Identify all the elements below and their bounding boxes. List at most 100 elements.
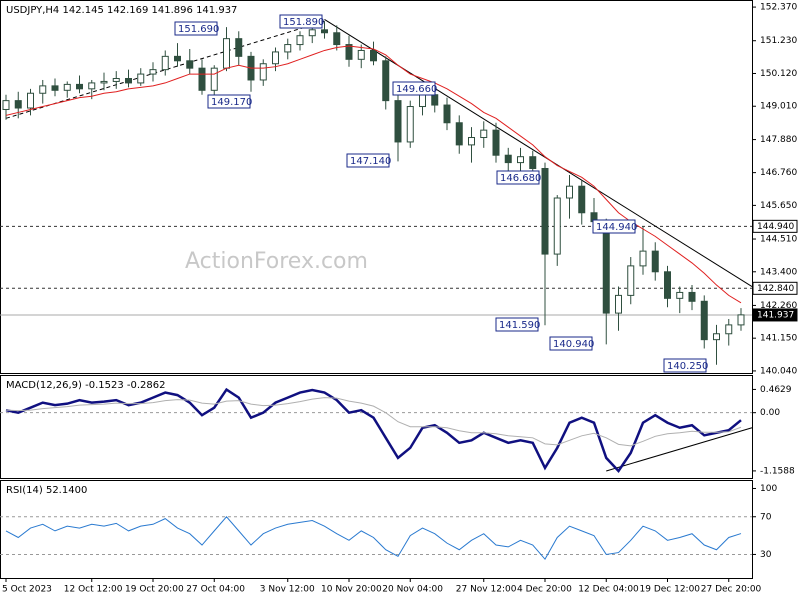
x-tick-label: 20 Nov 04:00 [382, 585, 443, 595]
x-tick-label: 19 Dec 12:00 [640, 585, 701, 595]
candle-body [553, 197, 561, 255]
x-tick-label: 10 Nov 20:00 [321, 585, 382, 595]
price-annotation-box [279, 14, 323, 29]
candle-body [725, 324, 733, 335]
candle-body [345, 44, 353, 60]
candle-body [676, 291, 684, 299]
candle-body [210, 67, 218, 91]
candle-body [737, 314, 745, 326]
candle-body [2, 100, 10, 110]
x-tick-label: 3 Nov 12:00 [260, 585, 315, 595]
candle-body [443, 104, 451, 124]
panel-frame [0, 375, 753, 479]
level-label: 144.940 [757, 222, 794, 232]
price-annotation-box [346, 153, 390, 168]
candle-body [223, 38, 230, 69]
candle-body [651, 250, 659, 273]
price-annotation: 151.690 [178, 24, 219, 35]
x-tick-label: 27 Nov 12:00 [456, 585, 517, 595]
price-annotation-box [495, 317, 539, 332]
watermark: ActionForex.com [185, 249, 368, 274]
panel-title: USDJPY,H4 142.145 142.169 141.896 141.93… [6, 5, 237, 16]
candle-body [492, 129, 500, 156]
candle-body [125, 77, 132, 84]
trendline [606, 427, 753, 472]
y-tick-label: -1.1588 [760, 466, 795, 476]
candle-body [149, 69, 157, 75]
series-line [5, 45, 742, 304]
price-annotation: 141.590 [499, 320, 540, 331]
panel-frame [0, 480, 753, 579]
y-tick-label: 140.040 [760, 366, 797, 376]
candle-body [541, 167, 549, 255]
candle-body [100, 80, 108, 84]
y-tick-label: 149.010 [760, 102, 797, 112]
candle-body [394, 100, 402, 143]
level-label: 142.840 [757, 284, 794, 294]
y-tick-label: 152.370 [760, 3, 797, 13]
candle-body [186, 60, 194, 69]
y-tick-label: 141.150 [760, 334, 797, 344]
candle-body [76, 83, 83, 90]
price-annotation: 147.140 [350, 156, 391, 167]
x-tick-label: 19 Oct 20:00 [125, 585, 184, 595]
price-annotation-box [549, 336, 593, 351]
candle-body [468, 137, 475, 146]
x-tick-label: 12 Dec 04:00 [578, 585, 639, 595]
price-annotation-box [496, 170, 540, 185]
price-annotation: 151.890 [283, 17, 324, 28]
candle-body [174, 55, 181, 62]
candle-body [504, 154, 512, 164]
x-tick-label: 27 Dec 20:00 [701, 585, 762, 595]
candle-body [431, 94, 439, 106]
candle-body [27, 92, 34, 109]
candle-body [455, 122, 463, 146]
candle-body [112, 77, 120, 82]
candle-body [137, 73, 145, 84]
y-tick-label: 150.120 [760, 69, 797, 79]
candle-body [63, 83, 71, 91]
candle-body [713, 333, 720, 341]
candle-body [198, 67, 206, 91]
price-annotation-box [392, 81, 436, 96]
level-label: 141.937 [757, 310, 794, 320]
series-line [5, 387, 742, 473]
y-tick-label: 145.650 [760, 201, 797, 211]
candle-body [700, 300, 708, 341]
price-annotation: 144.940 [596, 222, 637, 233]
y-tick-label: 70 [760, 512, 772, 522]
candle-body [321, 29, 328, 34]
candle-body [308, 29, 316, 37]
candle-body [578, 185, 586, 214]
price-annotation-box [663, 358, 707, 373]
y-tick-label: 151.230 [760, 36, 797, 46]
price-annotation-box [174, 21, 218, 36]
candle-body [259, 63, 267, 81]
series-line [5, 515, 742, 561]
candle-body [615, 294, 622, 314]
y-tick-label: 147.880 [760, 135, 797, 145]
series-line [5, 397, 742, 447]
candle-body [602, 221, 610, 314]
candle-body [161, 55, 169, 71]
y-tick-label: 0.4629 [760, 385, 792, 395]
candle-body [284, 44, 292, 53]
candle-body [480, 129, 488, 139]
candle-body [235, 38, 243, 57]
candle-body [39, 85, 47, 94]
candle-body [333, 32, 341, 46]
price-annotation: 140.940 [553, 339, 594, 350]
candle-body [529, 156, 537, 169]
candle-body [419, 94, 426, 108]
price-annotation: 140.250 [667, 361, 708, 372]
y-tick-label: 146.760 [760, 168, 797, 178]
x-tick-label: 12 Oct 12:00 [64, 585, 123, 595]
y-tick-label: 143.400 [760, 267, 797, 277]
panel-title: RSI(14) 52.1400 [6, 485, 87, 496]
price-annotation: 149.170 [211, 97, 252, 108]
candle-body [627, 265, 635, 296]
candle-body [14, 100, 22, 109]
price-annotation-box [207, 94, 251, 109]
